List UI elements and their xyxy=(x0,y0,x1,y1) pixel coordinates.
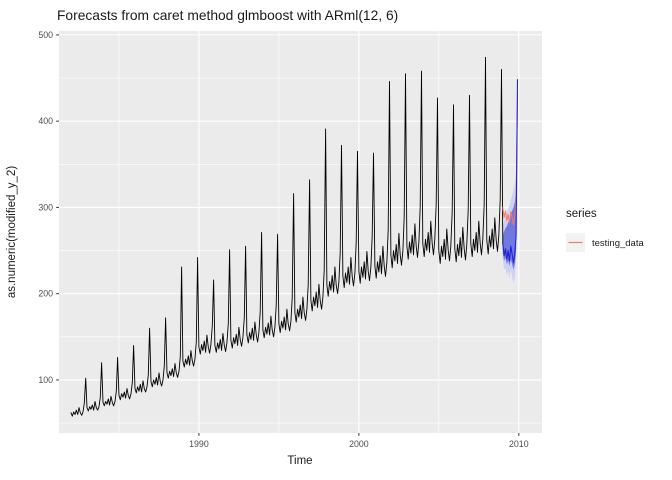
y-axis-title: as.numeric(modified_y_2) xyxy=(6,166,18,298)
panel-background xyxy=(59,31,542,433)
data-layer xyxy=(70,56,519,417)
testing_data-line xyxy=(502,93,518,226)
plot-panel-layers: 1990 2000 2010 100 200 300 400 500 xyxy=(38,30,542,449)
y-tick-label: 300 xyxy=(38,202,53,212)
x-axis-title: Time xyxy=(287,455,312,467)
x-tick-label: 1990 xyxy=(189,439,209,449)
x-tick-label: 2010 xyxy=(509,439,529,449)
y-tick-label: 100 xyxy=(38,375,53,385)
plot-title: Forecasts from caret method glmboost wit… xyxy=(57,8,398,23)
legend: series testing_data xyxy=(566,208,644,252)
legend-item-label: testing_data xyxy=(592,238,644,249)
history-line xyxy=(70,56,504,417)
y-tick-label: 400 xyxy=(38,116,53,126)
x-tick-label: 2000 xyxy=(349,439,369,449)
legend-title: series xyxy=(566,208,597,220)
y-tick-label: 500 xyxy=(38,30,53,40)
y-tick-label: 200 xyxy=(38,289,53,299)
forecast-line xyxy=(502,79,519,264)
